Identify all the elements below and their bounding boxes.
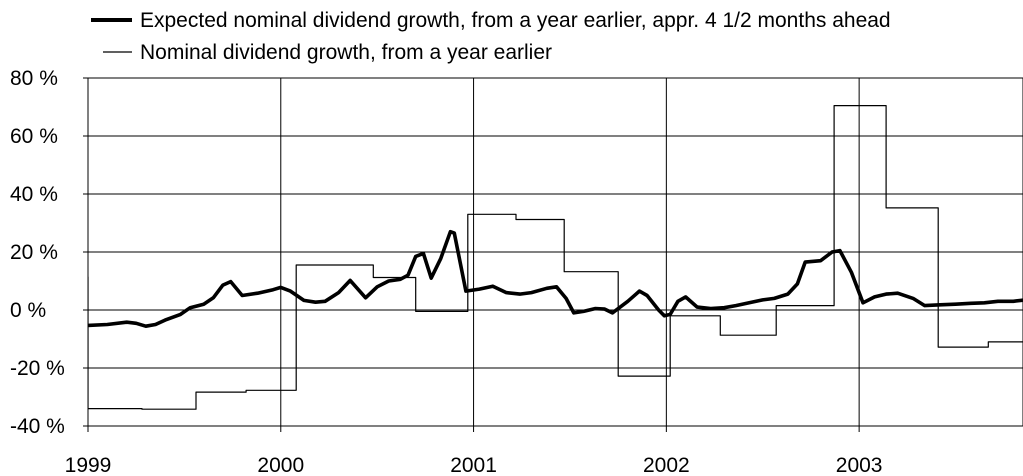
y-tick-label: 0 % <box>10 299 46 322</box>
x-tick-label: 2002 <box>643 454 690 476</box>
y-tick-label: 80 % <box>10 67 58 90</box>
plot-frame <box>87 77 1023 427</box>
x-tick-label: 2001 <box>450 454 497 476</box>
series-line-expected <box>88 229 1023 328</box>
y-tick-label: 60 % <box>10 125 58 148</box>
y-tick-label: 40 % <box>10 183 58 206</box>
x-tick-label: 2000 <box>257 454 304 476</box>
series-group <box>88 105 1023 410</box>
y-tick-label: 20 % <box>10 241 58 264</box>
legend-label-nominal: Nominal dividend growth, from a year ear… <box>140 41 552 64</box>
legend-label-expected: Expected nominal dividend growth, from a… <box>140 9 891 32</box>
plot-area: 80 % 60 % 40 % 20 % 0 % -20 % -40 %1999 2000 200… <box>10 67 1023 476</box>
x-tick-label: 1999 <box>65 454 112 476</box>
legend: Expected nominal dividend growth, from a… <box>91 9 891 64</box>
y-tick-label: -40 % <box>10 415 65 438</box>
y-tick-label: -20 % <box>10 357 65 380</box>
series-line-nominal <box>88 105 1023 410</box>
x-tick-label: 2003 <box>836 454 883 476</box>
